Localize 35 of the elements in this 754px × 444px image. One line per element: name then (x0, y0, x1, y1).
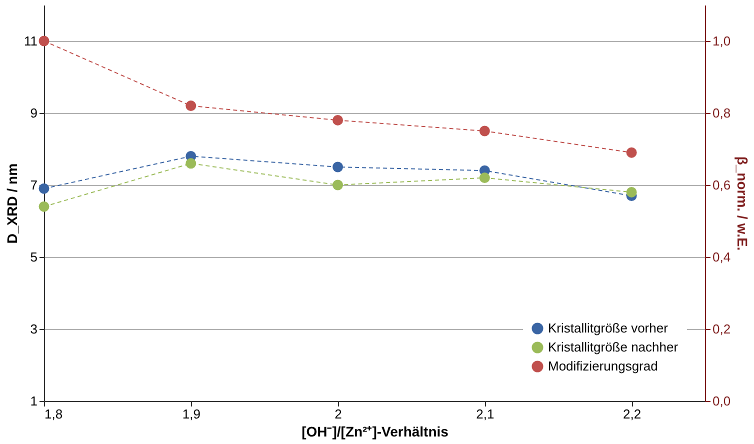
y2-tick-label: 0,4 (712, 250, 731, 264)
y2-axis-title: β_norm. / w.E. (734, 156, 751, 251)
legend-label: Kristallitgröße vorher (548, 320, 669, 336)
point (186, 100, 196, 112)
y-tick-label: 3 (30, 322, 38, 336)
point (626, 147, 637, 158)
point (479, 172, 490, 184)
point (626, 186, 637, 198)
point (38, 183, 50, 194)
y2-tick-label: 0,0 (712, 394, 731, 408)
x-tick-label: 2 (334, 406, 342, 422)
y-tick-label: 1 (30, 394, 38, 408)
point (38, 201, 50, 212)
y2-tick-label: 0,8 (712, 106, 731, 120)
point (479, 126, 490, 136)
y-tick-label: 9 (30, 106, 38, 120)
x-tick-label: 1,9 (182, 406, 200, 422)
legend-label: Kristallitgröße nachher (548, 340, 679, 354)
y2-tick-label: 0,6 (712, 178, 731, 192)
point (332, 162, 344, 172)
point (332, 114, 344, 126)
legend-label: Modifizierungsgrad (548, 358, 658, 374)
x-axis-title: [OH⁻]/[Zn²⁺]-Verhältnis (302, 424, 449, 440)
y-tick-label: 7 (30, 178, 38, 192)
y2-tick-label: 1,0 (712, 34, 731, 48)
point (332, 180, 344, 190)
x-tick-label: 1,8 (44, 406, 63, 422)
x-tick-label: 2,2 (623, 406, 642, 422)
y-tick-label: 11 (24, 34, 38, 48)
y-axis-title: D_XRD / nm (4, 163, 20, 244)
y-tick-label: 5 (30, 250, 38, 264)
x-tick-label: 2,1 (476, 406, 494, 422)
point (38, 36, 50, 46)
y2-tick-label: 0,2 (712, 322, 731, 336)
point (186, 158, 196, 169)
